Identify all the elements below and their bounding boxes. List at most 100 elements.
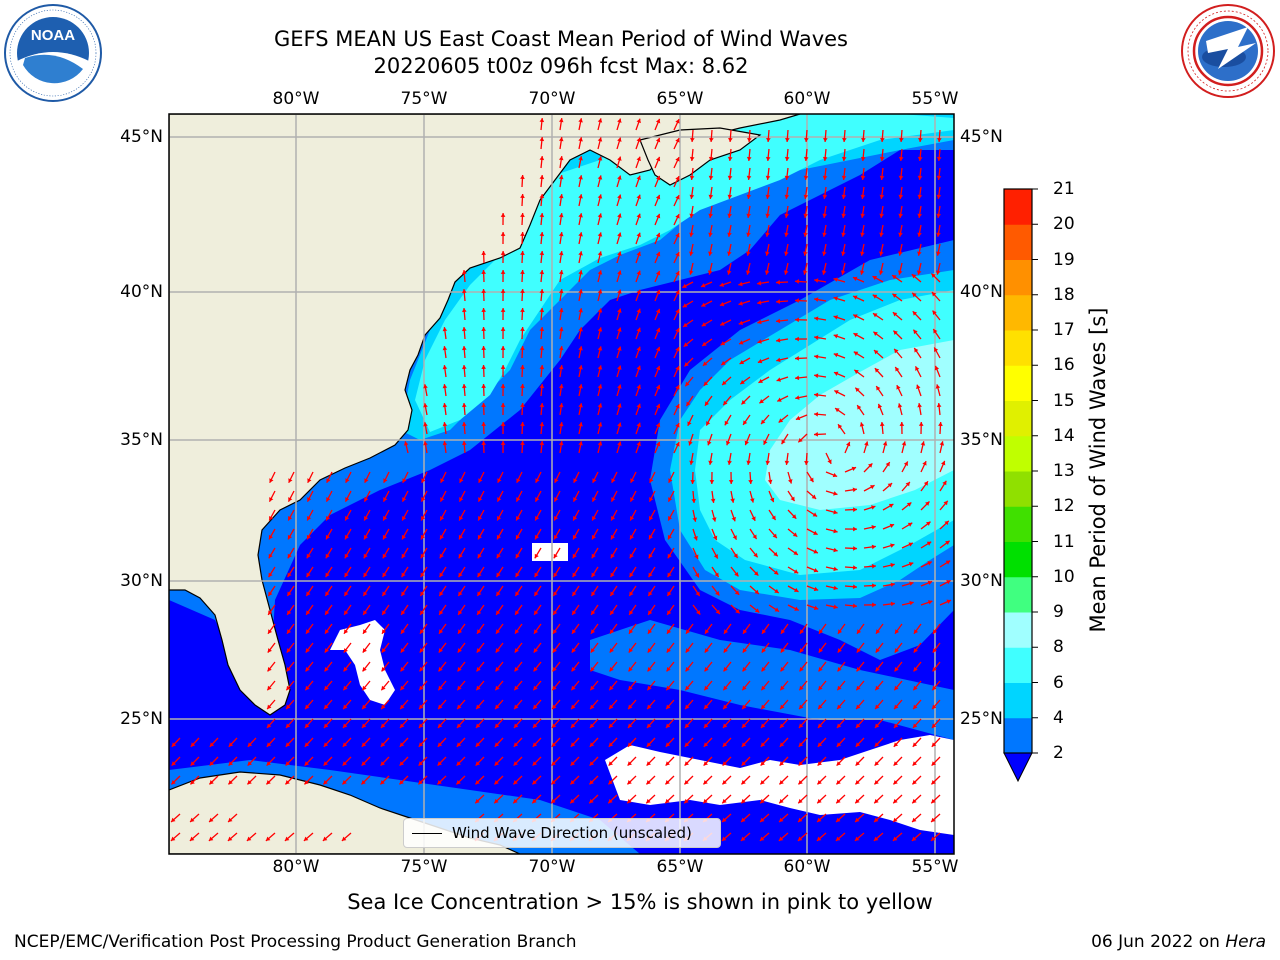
wave-direction-arrowhead xyxy=(675,195,680,200)
wave-direction-arrowhead xyxy=(481,327,486,331)
wave-direction-arrowhead xyxy=(532,798,537,804)
wave-direction-arrowhead xyxy=(846,441,851,447)
wave-direction-arrowhead xyxy=(572,572,577,578)
wave-direction-arrowhead xyxy=(539,137,545,142)
wave-direction-arrowhead xyxy=(481,403,486,407)
wave-direction-arrowhead xyxy=(286,666,291,672)
wave-direction-arrowhead xyxy=(703,780,708,785)
wave-direction-arrowhead xyxy=(879,194,885,199)
period-8-9-region xyxy=(765,340,954,510)
wave-direction-arrowhead xyxy=(873,836,879,841)
wave-direction-arrowhead xyxy=(306,572,311,578)
wave-direction-arrowhead xyxy=(284,836,290,841)
wave-direction-arrowhead xyxy=(475,761,480,766)
wave-direction-arrowhead xyxy=(784,213,789,218)
wave-direction-arrowhead xyxy=(728,480,734,484)
wave-direction-arrowhead xyxy=(456,780,461,785)
wave-direction-arrowhead xyxy=(780,704,785,710)
wave-direction-arrowhead xyxy=(611,478,616,483)
wave-direction-arrowhead xyxy=(554,516,559,521)
wave-direction-arrowhead xyxy=(814,316,819,321)
wave-direction-arrowhead xyxy=(287,572,292,578)
land-north-america xyxy=(169,114,801,716)
wave-direction-arrowhead xyxy=(708,460,713,465)
wave-direction-arrowhead xyxy=(209,761,214,766)
wave-direction-arrowhead xyxy=(855,761,860,766)
wave-direction-arrowhead xyxy=(401,534,406,540)
colorbar-tick-label: 6 xyxy=(1053,672,1064,693)
wave-direction-arrowhead xyxy=(917,213,922,218)
wave-direction-arrowhead xyxy=(649,516,654,521)
wave-direction-arrowhead xyxy=(325,610,330,615)
wave-direction-arrowhead xyxy=(590,629,596,634)
wave-direction-arrowhead xyxy=(636,194,641,200)
wave-direction-arrowhead xyxy=(754,571,759,576)
wave-direction-arrowhead xyxy=(609,648,614,653)
wave-direction-arrowhead xyxy=(636,384,641,390)
wave-direction-arrowhead xyxy=(382,572,387,578)
wave-direction-arrowhead xyxy=(533,666,538,672)
colorbar-segment xyxy=(1004,541,1032,578)
wave-direction-arrowhead xyxy=(481,308,486,312)
wave-direction-arrowhead xyxy=(708,156,714,161)
wave-direction-arrowhead xyxy=(533,629,539,634)
wave-direction-arrowhead xyxy=(931,798,936,804)
wave-direction-arrowhead xyxy=(475,742,481,747)
wave-direction-arrowhead xyxy=(267,629,273,634)
lat-tick-left: 40°N xyxy=(120,282,163,302)
wave-direction-arrowhead xyxy=(909,581,914,586)
wave-direction-arrowhead xyxy=(760,798,765,804)
wave-direction-arrowhead xyxy=(495,704,500,710)
wave-direction-arrowhead xyxy=(437,723,443,728)
wave-direction-arrowhead xyxy=(812,512,818,517)
wave-direction-arrowhead xyxy=(589,780,594,785)
wave-direction-arrowhead xyxy=(655,422,661,428)
wave-direction-arrowhead xyxy=(864,441,869,446)
wave-direction-arrowhead xyxy=(727,251,732,256)
wave-direction-arrowhead xyxy=(590,685,595,691)
wave-direction-arrowhead xyxy=(494,798,499,804)
lon-tick-bottom: 75°W xyxy=(400,857,448,877)
wave-direction-arrowhead xyxy=(689,460,694,465)
wave-direction-arrowhead xyxy=(363,572,368,578)
wave-direction-arrowhead xyxy=(912,817,917,823)
wave-direction-arrowhead xyxy=(592,516,597,521)
wave-direction-arrowhead xyxy=(399,761,404,766)
wave-direction-arrowhead xyxy=(520,251,525,255)
wave-direction-arrowhead xyxy=(776,357,781,363)
footer-date: 06 Jun 2022 on Hera xyxy=(1091,932,1266,952)
wave-direction-arrowhead xyxy=(703,381,709,386)
colorbar-tick-label: 20 xyxy=(1053,214,1075,235)
graticule xyxy=(169,114,954,854)
chart-subtitle: 20220605 t00z 096h fcst Max: 8.62 xyxy=(373,54,749,78)
wave-direction-arrowhead xyxy=(917,156,923,161)
wave-direction-arrowhead xyxy=(784,232,789,237)
wave-direction-arrowhead xyxy=(798,742,804,747)
wave-direction-arrowhead xyxy=(268,553,273,559)
wave-direction-arrowhead xyxy=(442,327,448,332)
wave-direction-arrowhead xyxy=(326,478,331,483)
wave-direction-arrowhead xyxy=(458,610,463,615)
wave-direction-arrowhead xyxy=(325,553,330,559)
wave-direction-arrowhead xyxy=(500,270,506,274)
colorbar-tick-label: 14 xyxy=(1053,425,1075,446)
wave-direction-arrowhead xyxy=(551,742,557,747)
wave-direction-arrowhead xyxy=(520,441,525,445)
wave-direction-arrowhead xyxy=(665,798,670,804)
wave-direction-arrowhead xyxy=(685,666,690,672)
wave-direction-arrowhead xyxy=(516,516,521,521)
wave-direction-arrowhead xyxy=(381,629,387,634)
wave-direction-arrowhead xyxy=(514,666,519,672)
wave-direction-arrowhead xyxy=(439,572,444,578)
wave-direction-arrowhead xyxy=(916,270,922,275)
wave-direction-arrowhead xyxy=(923,481,929,486)
wave-direction-arrowhead xyxy=(689,175,695,180)
wave-direction-arrowhead xyxy=(617,403,622,408)
wave-direction-arrowhead xyxy=(740,379,745,385)
wave-direction-arrowhead xyxy=(932,629,938,634)
wave-direction-arrowhead xyxy=(741,400,746,405)
wave-direction-arrowhead xyxy=(927,561,932,566)
colorbar-tick-label: 8 xyxy=(1053,637,1064,658)
wave-direction-arrowhead xyxy=(494,780,499,785)
